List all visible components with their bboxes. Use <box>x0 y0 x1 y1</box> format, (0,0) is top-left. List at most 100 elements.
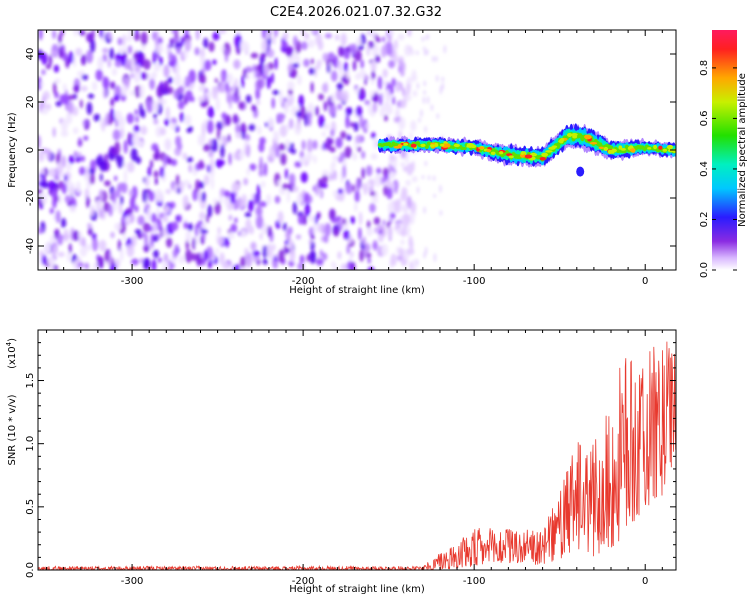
noise-blob <box>372 102 378 113</box>
noise-blob <box>213 198 218 205</box>
noise-blob <box>309 239 313 245</box>
noise-blob <box>140 31 148 46</box>
noise-blob <box>300 171 308 183</box>
noise-blob <box>321 131 327 137</box>
noise-blob <box>238 150 245 160</box>
noise-blob <box>315 33 323 46</box>
noise-blob <box>406 30 412 37</box>
noise-blob <box>321 169 329 176</box>
noise-blob <box>400 69 405 77</box>
signal-peak <box>524 154 533 159</box>
noise-blob <box>95 69 103 82</box>
noise-blob <box>362 236 367 246</box>
noise-blob <box>78 166 86 176</box>
noise-blob <box>301 139 306 151</box>
noise-blob <box>149 159 154 169</box>
snr-x-tick-label: 0 <box>642 576 648 587</box>
noise-blob <box>176 142 183 151</box>
noise-blob <box>153 170 159 178</box>
noise-blob <box>230 223 238 233</box>
noise-blob <box>108 111 112 126</box>
noise-blob <box>157 257 163 263</box>
signal-peak <box>499 151 504 155</box>
noise-blob <box>41 69 46 76</box>
noise-blob <box>127 161 135 173</box>
noise-blob <box>262 258 268 265</box>
noise-blob <box>290 68 298 79</box>
noise-blob <box>202 232 206 241</box>
noise-blob <box>255 215 264 230</box>
noise-blob <box>355 105 363 117</box>
noise-blob <box>285 139 291 150</box>
noise-blob <box>337 60 343 71</box>
noise-blob <box>305 152 313 162</box>
noise-blob <box>119 247 124 262</box>
noise-blob <box>208 41 215 53</box>
noise-blob <box>367 257 371 264</box>
signal-peak <box>490 151 496 155</box>
spectrogram-x-tick-label: -200 <box>292 276 315 287</box>
noise-blob <box>250 241 257 251</box>
noise-blob <box>168 50 173 62</box>
noise-blob <box>364 99 371 106</box>
noise-blob <box>143 59 151 70</box>
noise-blob <box>62 94 70 106</box>
snr-y-tick-label: 1.0 <box>25 436 36 452</box>
noise-blob <box>216 126 221 141</box>
snr-panel: -300 -200 -100 0 0.0 0.5 1.0 1.5 Height of str… <box>5 329 677 595</box>
noise-blob <box>104 180 111 187</box>
noise-blob <box>197 134 205 146</box>
noise-blob <box>140 125 148 135</box>
snr-y-tick-label: 1.5 <box>25 373 36 389</box>
noise-blob <box>147 166 152 177</box>
noise-blob <box>46 148 52 161</box>
faint-blob <box>426 34 430 40</box>
noise-blob <box>322 142 326 151</box>
noise-blob <box>304 192 310 203</box>
noise-blob <box>155 125 163 138</box>
noise-blob <box>113 175 118 182</box>
noise-blob <box>400 204 408 213</box>
faint-blob <box>432 55 435 63</box>
faint-blob <box>424 125 427 133</box>
noise-blob <box>330 70 338 82</box>
noise-blob <box>142 257 151 270</box>
noise-blob <box>40 80 44 88</box>
noise-blob <box>380 45 387 58</box>
noise-blob <box>163 64 170 78</box>
noise-blob <box>48 180 56 192</box>
signal-mark <box>424 144 429 149</box>
noise-blob <box>58 193 62 205</box>
noise-blob <box>340 76 347 83</box>
noise-blob <box>371 70 376 80</box>
noise-blob <box>277 210 284 224</box>
noise-blob <box>329 208 336 221</box>
noise-blob <box>215 97 220 112</box>
noise-blob <box>314 214 318 225</box>
noise-blob <box>80 155 86 162</box>
noise-blob <box>314 105 319 117</box>
snr-x-tick-label: -100 <box>463 576 486 587</box>
faint-blob <box>443 45 447 54</box>
noise-blob <box>323 100 328 112</box>
noise-blob <box>361 150 366 159</box>
noise-blob <box>72 127 79 135</box>
noise-blob <box>210 157 214 172</box>
snr-scale-label: (x104) <box>5 338 18 369</box>
noise-blob <box>251 104 257 112</box>
noise-blob <box>322 52 329 62</box>
noise-blob <box>395 105 400 116</box>
noise-blob <box>294 161 302 168</box>
noise-blob <box>256 99 261 106</box>
noise-blob <box>228 152 232 166</box>
noise-blob <box>184 114 192 126</box>
noise-blob <box>260 52 267 59</box>
noise-blob <box>108 204 113 217</box>
signal-peak <box>662 148 668 152</box>
noise-blob <box>53 64 60 73</box>
snr-frame <box>37 329 677 571</box>
chart-title: C2E4.2026.021.07.32.G32 <box>270 5 442 20</box>
noise-blob <box>252 250 261 257</box>
faint-blob <box>432 175 436 181</box>
